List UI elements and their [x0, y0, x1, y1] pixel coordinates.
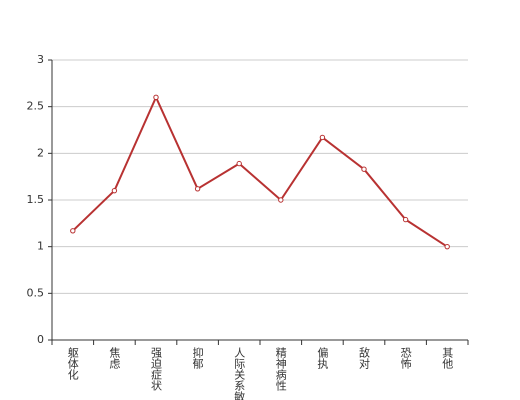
point [278, 197, 284, 203]
point [153, 94, 159, 101]
x-tick-label: 人际关系敏感 [233, 347, 246, 400]
point [111, 187, 118, 194]
point [361, 166, 367, 172]
x-tick-label: 躯体化 [66, 347, 79, 381]
point [236, 160, 242, 167]
point [444, 243, 450, 250]
x-tick-label: 恐怖 [399, 347, 412, 369]
x-tick-label: 强迫症状 [150, 347, 163, 391]
y-tick-label: 0.5 [27, 286, 45, 299]
point [70, 228, 76, 234]
x-tick-label: 敌对 [358, 346, 371, 369]
x-tick-label: 抑郁 [191, 346, 204, 369]
y-tick-label: 3 [37, 53, 44, 66]
point [194, 186, 201, 192]
y-tick-label: 0 [37, 333, 44, 346]
y-tick-label: 2.5 [27, 100, 45, 113]
y-tick-label: 1.5 [27, 193, 45, 206]
x-tick-label: 精神病性 [274, 347, 287, 392]
x-tick-label: 偏执 [316, 346, 329, 370]
point [402, 216, 409, 223]
point [319, 134, 326, 141]
x-tick-label: 焦虑 [108, 347, 121, 369]
y-tick-label: 1 [37, 240, 44, 253]
x-tick-label: 其他 [441, 347, 454, 369]
line [72, 94, 448, 248]
y-tick-label: 2 [37, 146, 44, 159]
